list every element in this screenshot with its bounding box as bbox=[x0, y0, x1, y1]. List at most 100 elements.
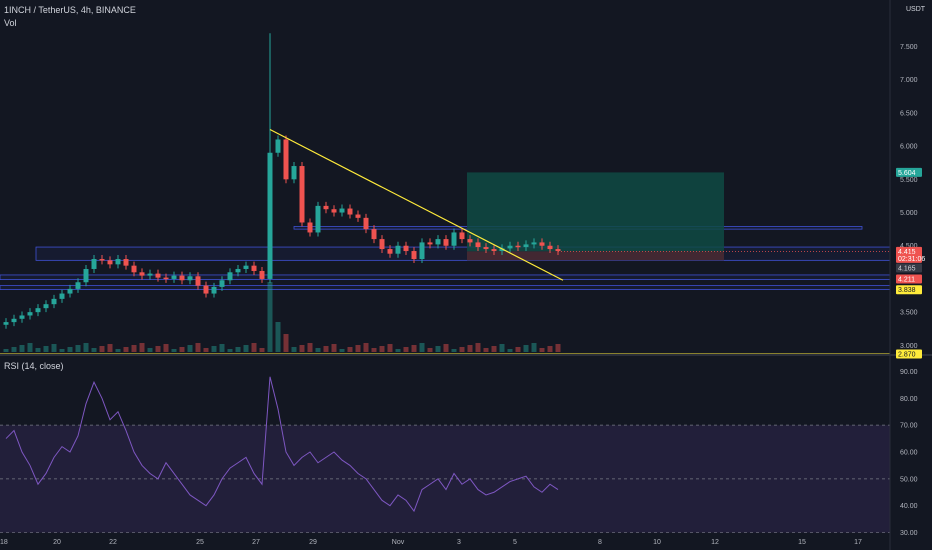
rsi-tick-label: 30.00 bbox=[900, 530, 918, 537]
rsi-line bbox=[5, 376, 559, 513]
volume-bar bbox=[547, 346, 553, 352]
candle-body bbox=[83, 268, 89, 283]
candle-body bbox=[427, 242, 433, 245]
volume-bar bbox=[307, 343, 313, 352]
volume-bar bbox=[403, 347, 409, 352]
candle-body bbox=[443, 239, 449, 246]
time-tick-label: 12 bbox=[711, 539, 719, 546]
price-tag bbox=[896, 253, 922, 263]
volume-bar bbox=[347, 347, 353, 352]
candle-body bbox=[243, 265, 249, 269]
candle-body bbox=[267, 152, 273, 279]
rsi-tick-label: 40.00 bbox=[900, 503, 918, 510]
volume-bar bbox=[195, 343, 201, 352]
volume-bar bbox=[115, 349, 121, 352]
zones-layer bbox=[0, 172, 891, 290]
volume-bar bbox=[339, 349, 345, 352]
time-tick-label: 3 bbox=[457, 539, 461, 546]
price-tick-label: 3.500 bbox=[900, 310, 918, 317]
volume-bar bbox=[459, 347, 465, 352]
volume-bar bbox=[331, 344, 337, 352]
price-tag-label: 4.211 bbox=[898, 276, 915, 283]
volume-bar bbox=[475, 343, 481, 352]
volume-bar bbox=[299, 345, 305, 352]
candle-body bbox=[419, 242, 425, 260]
candle-body bbox=[355, 214, 361, 218]
volume-bar bbox=[291, 347, 297, 352]
candle-body bbox=[323, 205, 329, 210]
price-tag-label: 02:31:06 bbox=[898, 256, 925, 263]
candle-body bbox=[155, 273, 161, 278]
candle-body bbox=[315, 205, 321, 233]
price-tag bbox=[896, 167, 922, 177]
price-tick-label: 6.500 bbox=[900, 110, 918, 117]
volume-layer bbox=[3, 282, 561, 352]
rsi-tick-label: 70.00 bbox=[900, 423, 918, 430]
candle-body bbox=[107, 260, 113, 265]
volume-bar bbox=[507, 349, 513, 352]
volume-bar bbox=[3, 349, 9, 352]
volume-bar bbox=[555, 344, 561, 352]
price-tick-label: 7.500 bbox=[900, 44, 918, 51]
volume-bar bbox=[467, 345, 473, 352]
candle-body bbox=[459, 232, 465, 240]
volume-bar bbox=[259, 348, 265, 352]
candle-body bbox=[499, 248, 505, 252]
candle-body bbox=[347, 208, 353, 215]
price-tick-label: 5.500 bbox=[900, 177, 918, 184]
volume-bar bbox=[395, 349, 401, 352]
volume-bar bbox=[179, 347, 185, 352]
candle-body bbox=[483, 247, 489, 250]
volume-bar bbox=[11, 347, 17, 352]
candle-body bbox=[3, 322, 9, 325]
price-tag-label: 3.838 bbox=[898, 287, 916, 294]
candle-body bbox=[467, 239, 473, 243]
candle-body bbox=[515, 245, 521, 248]
price-tag bbox=[896, 263, 922, 273]
price-tick-label: 4.500 bbox=[900, 243, 918, 250]
candle-body bbox=[451, 232, 457, 246]
time-tick-label: 17 bbox=[854, 539, 862, 546]
candle-body bbox=[75, 282, 81, 289]
volume-bar bbox=[211, 346, 217, 352]
volume-label: Vol bbox=[4, 18, 17, 28]
volume-bar bbox=[283, 334, 289, 352]
volume-bar bbox=[435, 346, 441, 352]
time-tick-label: 27 bbox=[252, 539, 260, 546]
candle-body bbox=[299, 166, 305, 223]
candle-body bbox=[275, 139, 281, 153]
stop-box bbox=[467, 251, 724, 261]
candle-body bbox=[91, 259, 97, 269]
candle-body bbox=[555, 249, 561, 252]
volume-bar bbox=[363, 343, 369, 352]
candle-body bbox=[339, 208, 345, 213]
candle-body bbox=[195, 276, 201, 286]
volume-bar bbox=[251, 343, 257, 352]
price-tag-label: 4.165 bbox=[898, 265, 916, 272]
time-tick-label: 5 bbox=[513, 539, 517, 546]
candle-body bbox=[507, 245, 513, 249]
candle-body bbox=[475, 242, 481, 248]
volume-bar bbox=[243, 345, 249, 352]
candle-body bbox=[283, 139, 289, 180]
volume-bar bbox=[443, 344, 449, 352]
time-tick-label: 8 bbox=[598, 539, 602, 546]
candle-body bbox=[99, 259, 105, 261]
annotations-layer bbox=[0, 128, 890, 355]
volume-bar bbox=[355, 345, 361, 352]
rsi-layer bbox=[5, 376, 559, 513]
volume-bar bbox=[147, 348, 153, 352]
rsi-band bbox=[0, 424, 890, 533]
volume-bar bbox=[203, 348, 209, 352]
candle-body bbox=[363, 217, 369, 230]
candle-body bbox=[307, 222, 313, 233]
candle-body bbox=[11, 318, 17, 323]
volume-bar bbox=[91, 348, 97, 352]
time-tick-label: Nov bbox=[392, 539, 405, 546]
candle-body bbox=[403, 245, 409, 252]
rsi-label: RSI (14, close) bbox=[4, 361, 64, 371]
time-tick-label: 22 bbox=[109, 539, 117, 546]
volume-bar bbox=[531, 343, 537, 352]
